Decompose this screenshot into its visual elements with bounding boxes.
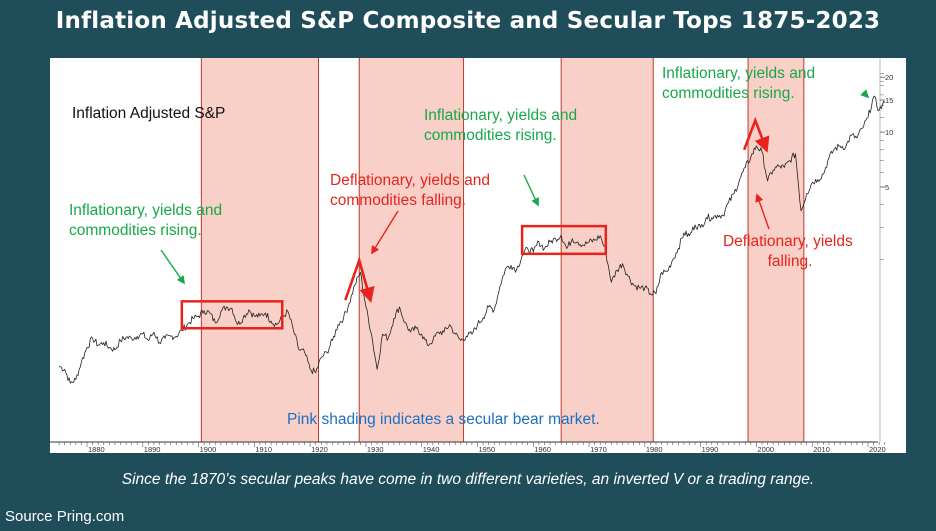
x-tick-label-1970: 1970 (590, 445, 607, 453)
trading-range-box-1 (180, 300, 284, 330)
trading-range-box-2 (520, 224, 608, 256)
annotation-inflation-1-line-2: commodities rising. (69, 222, 202, 239)
bear-market-band-1 (201, 58, 319, 442)
inverted-v-top-2 (742, 116, 770, 153)
annotation-inflation-3-line-2: commodities rising. (662, 85, 795, 102)
bear-market-band-4 (748, 58, 804, 442)
annotation-inflation-1-line-1: Inflationary, yields and (69, 202, 222, 219)
annotations: Inflation Adjusted S&P Inflationary, yie… (69, 65, 857, 428)
x-tick-label-1960: 1960 (534, 445, 551, 453)
x-tick-label-2020: 2020 (869, 445, 886, 453)
x-tick-label-1980: 1980 (646, 445, 663, 453)
chart-svg: 1880 1890 1900 1910 1920 1930 1940 1950 1960 1970… (50, 58, 893, 453)
y-tick-label-15: 15 (885, 96, 893, 105)
price-series (58, 95, 886, 384)
arrow-inflation-1 (160, 249, 185, 285)
x-tick-label-1910: 1910 (255, 445, 272, 453)
series-label: Inflation Adjusted S&P (72, 105, 225, 122)
annotation-deflation-1-line-2: commodities falling. (330, 192, 466, 209)
y-tick-label-5: 5 (885, 183, 889, 192)
x-tick-label-2000: 2000 (757, 445, 774, 453)
annotation-arrows (160, 89, 870, 304)
x-tick-label-1930: 1930 (367, 445, 384, 453)
chart-panel: 1880 1890 1900 1910 1920 1930 1940 1950 1960 1970… (50, 58, 906, 453)
annotation-deflation-2: Deflationary, yields falling. (723, 233, 857, 270)
annotation-inflation-1: Inflationary, yields and commodities ris… (69, 202, 226, 239)
shading-note: Pink shading indicates a secular bear ma… (287, 411, 600, 428)
bear-market-band-3 (561, 58, 654, 442)
inverted-v-top-1 (344, 256, 375, 304)
x-tick-label-1990: 1990 (702, 445, 719, 453)
source-credit: Source Pring.com (5, 508, 125, 525)
axes: 1880 1890 1900 1910 1920 1930 1940 1950 1960 1970… (50, 58, 893, 453)
annotation-inflation-3-line-1: Inflationary, yields and (662, 65, 815, 82)
x-tick-label-1920: 1920 (311, 445, 328, 453)
annotation-inflation-2-line-1: Inflationary, yields and (424, 107, 577, 124)
x-tick-label-1880: 1880 (88, 445, 105, 453)
chart-title: Inflation Adjusted S&P Composite and Sec… (55, 8, 881, 34)
y-tick-label-10: 10 (885, 128, 893, 137)
arrow-deflation-2 (755, 193, 770, 230)
annotation-deflation-2-line-1: Deflationary, yields (723, 233, 853, 250)
arrow-inflation-3 (860, 89, 870, 99)
x-tick-label-2010: 2010 (813, 445, 830, 453)
trading-range-boxes (180, 224, 608, 330)
x-tick-label-1950: 1950 (479, 445, 496, 453)
annotation-inflation-2: Inflationary, yields and commodities ris… (424, 107, 581, 144)
y-tick-label-20: 20 (885, 73, 893, 82)
annotation-inflation-2-line-2: commodities rising. (424, 127, 557, 144)
arrow-inflation-2 (523, 174, 539, 207)
annotation-deflation-1-line-1: Deflationary, yields and (330, 172, 490, 189)
chart-caption: Since the 1870’s secular peaks have come… (121, 471, 815, 488)
x-tick-label-1940: 1940 (423, 445, 440, 453)
annotation-deflation-1: Deflationary, yields and commodities fal… (330, 172, 494, 209)
arrow-deflation-1 (371, 210, 399, 255)
x-tick-label-1890: 1890 (144, 445, 161, 453)
x-tick-label-1900: 1900 (200, 445, 217, 453)
series-line-real-sp (58, 95, 886, 384)
annotation-deflation-2-line-2: falling. (768, 253, 813, 270)
annotation-inflation-3: Inflationary, yields and commodities ris… (662, 65, 819, 102)
